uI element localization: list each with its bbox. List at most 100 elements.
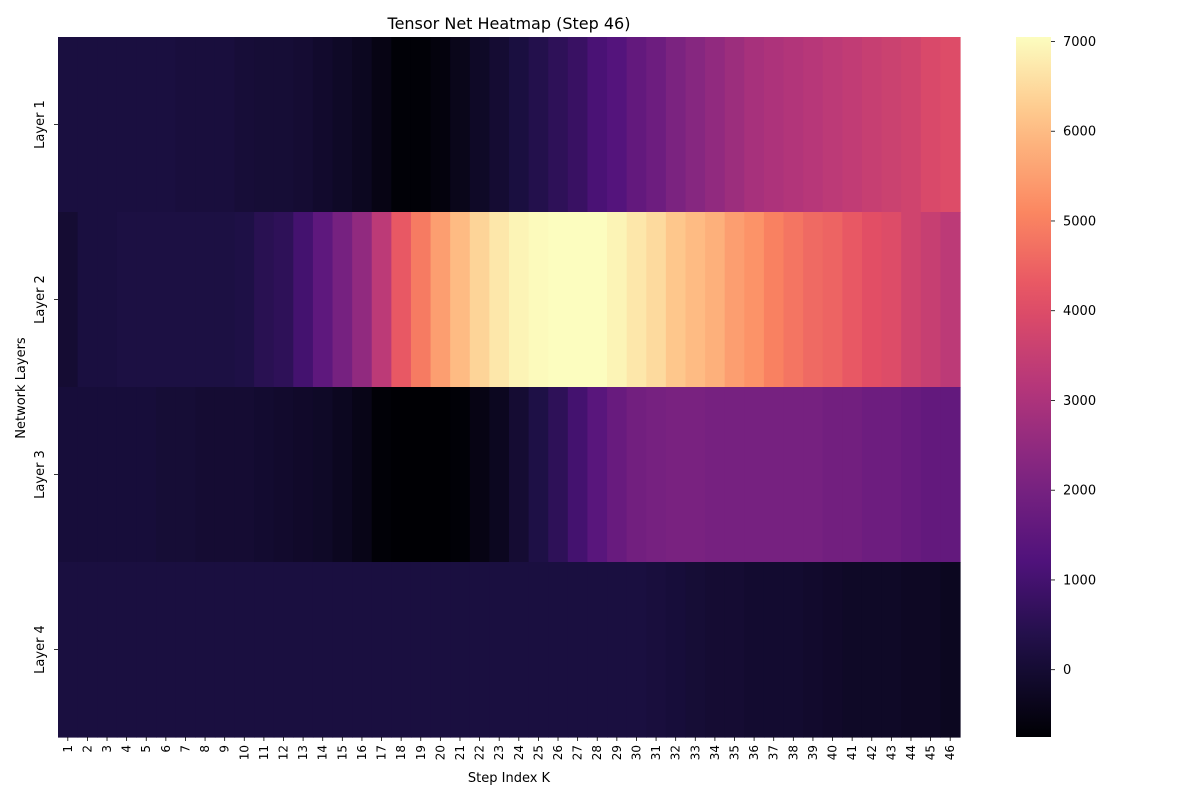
heatmap-cell xyxy=(528,562,549,738)
heatmap-cell xyxy=(509,562,530,738)
heatmap-cell xyxy=(626,212,647,388)
heatmap-cell xyxy=(861,387,883,563)
heatmap-cell xyxy=(548,212,569,388)
heatmap-cell xyxy=(116,562,138,738)
heatmap-cell xyxy=(136,212,157,388)
heatmap-cell xyxy=(116,387,138,563)
heatmap-cell xyxy=(293,562,314,738)
heatmap-cell xyxy=(940,562,961,738)
x-tick-label: 36 xyxy=(747,745,761,760)
heatmap-cell xyxy=(195,562,216,738)
heatmap-cell xyxy=(116,37,138,213)
heatmap-cell xyxy=(214,387,236,563)
heatmap-cell xyxy=(901,212,922,388)
heatmap-cell xyxy=(410,37,432,213)
x-tick-label: 43 xyxy=(884,745,898,760)
heatmap-cell xyxy=(901,562,922,738)
x-tick-label: 21 xyxy=(453,745,467,760)
heatmap-cell xyxy=(214,212,236,388)
x-tick-label: 33 xyxy=(688,745,702,760)
heatmap-cell xyxy=(567,387,589,563)
heatmap-cell xyxy=(881,562,902,738)
x-tick-label: 18 xyxy=(394,745,408,760)
x-tick-label: 3 xyxy=(100,745,114,753)
x-tick-label: 4 xyxy=(120,745,134,753)
heatmap-cell xyxy=(293,212,314,388)
heatmap-cell xyxy=(803,387,824,563)
heatmap-cell xyxy=(450,37,471,213)
x-tick-labels: 1 2 3 4 5 6 7 8 9 10 11 12 13 14 15 16 17 18 19 20 21 22 23 24 2… xyxy=(61,737,957,760)
heatmap-cell xyxy=(665,562,687,738)
heatmap-cell xyxy=(234,387,255,563)
heatmap-cell xyxy=(626,562,647,738)
heatmap-cell xyxy=(175,37,196,213)
y-tick-label: Layer 4 xyxy=(33,625,48,674)
heatmap-cell xyxy=(371,387,392,563)
heatmap-cell xyxy=(371,562,392,738)
heatmap-cell xyxy=(861,37,883,213)
heatmap-cell xyxy=(607,387,628,563)
heatmap-cell xyxy=(77,562,98,738)
heatmap-cell xyxy=(665,212,687,388)
x-tick-label: 8 xyxy=(198,745,212,753)
heatmap-cell xyxy=(332,37,353,213)
colorbar-tick-labels: 0 1000 2000 3000 4000 5000 6000 7000 xyxy=(1051,35,1096,678)
heatmap-cell xyxy=(195,37,216,213)
heatmap-cell xyxy=(920,387,941,563)
heatmap-cell xyxy=(410,562,432,738)
heatmap-cell xyxy=(352,212,373,388)
heatmap-cell xyxy=(254,562,275,738)
heatmap-cell xyxy=(587,562,608,738)
heatmap-cell xyxy=(156,562,177,738)
heatmap-cell xyxy=(489,387,510,563)
heatmap-cell xyxy=(58,387,79,563)
heatmap-cell xyxy=(881,212,902,388)
x-tick-label: 26 xyxy=(551,745,565,760)
heatmap-cell xyxy=(783,212,804,388)
heatmap-cell xyxy=(312,212,334,388)
x-tick-label: 10 xyxy=(237,745,251,760)
x-tick-label: 6 xyxy=(159,745,173,753)
heatmap-cell xyxy=(822,387,843,563)
heatmap-cell xyxy=(352,387,373,563)
heatmap-cell xyxy=(273,562,294,738)
heatmap-cell xyxy=(332,562,353,738)
chart-title: Tensor Net Heatmap (Step 46) xyxy=(387,14,631,33)
heatmap-cell xyxy=(822,562,843,738)
heatmap-cell xyxy=(763,387,785,563)
heatmap-cell xyxy=(646,562,667,738)
heatmap-cell xyxy=(901,387,922,563)
heatmap-cell xyxy=(254,37,275,213)
heatmap-cells xyxy=(58,37,961,738)
heatmap-cell xyxy=(803,562,824,738)
x-tick-label: 17 xyxy=(375,745,389,760)
heatmap-cell xyxy=(803,37,824,213)
x-tick-label: 5 xyxy=(139,745,153,753)
heatmap-cell xyxy=(312,387,334,563)
y-axis-label: Network Layers xyxy=(14,337,29,439)
x-tick-label: 9 xyxy=(218,745,232,753)
colorbar-tick-label: 5000 xyxy=(1063,214,1096,229)
heatmap-cell xyxy=(352,37,373,213)
heatmap-cell xyxy=(763,37,785,213)
heatmap-cell xyxy=(920,37,941,213)
colorbar-tick-label: 2000 xyxy=(1063,484,1096,499)
x-tick-label: 39 xyxy=(806,745,820,760)
x-tick-label: 7 xyxy=(178,745,192,753)
heatmap-cell xyxy=(136,562,157,738)
heatmap-cell xyxy=(705,37,726,213)
heatmap-cell xyxy=(58,212,79,388)
heatmap-cell xyxy=(842,562,863,738)
x-tick-label: 32 xyxy=(669,745,683,760)
heatmap-cell xyxy=(352,562,373,738)
x-tick-label: 28 xyxy=(590,745,604,760)
heatmap-cell xyxy=(861,212,883,388)
heatmap-cell xyxy=(842,212,863,388)
heatmap-cell xyxy=(136,387,157,563)
heatmap-cell xyxy=(685,212,706,388)
x-tick-label: 12 xyxy=(277,745,291,760)
heatmap-cell xyxy=(528,212,549,388)
heatmap-cell xyxy=(724,387,745,563)
heatmap-cell xyxy=(509,37,530,213)
